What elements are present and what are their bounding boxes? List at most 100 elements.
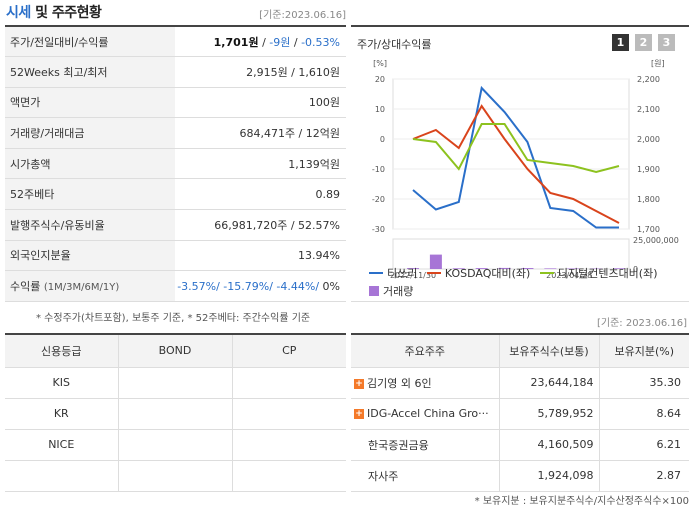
price-note: * 수정주가(차트포함), 보통주 기준, * 52주베타: 주간수익률 기준 [36, 313, 311, 324]
col-header: 신용등급 [5, 334, 119, 368]
legend-label: KOSDAQ대비(좌) [444, 267, 531, 280]
col-header: 보유주식수(보통) [499, 334, 600, 368]
separator: / [258, 35, 270, 49]
credit-rating-table: 신용등급 BOND CP KIS KR NICE [5, 333, 346, 492]
legend-label: 티쓰리 [387, 267, 418, 280]
row-label: 거래량/거래대금 [5, 117, 175, 149]
cp-rating [232, 398, 346, 430]
agency-name: KR [5, 398, 119, 430]
table-header-row: 주요주주 보유주식수(보통) 보유지분(%) [351, 334, 689, 368]
volume-bar [429, 254, 442, 269]
empty-cell [118, 460, 233, 492]
row-value: 1,139억원 [175, 148, 346, 180]
returns-sublabel: (1M/3M/6M/1Y) [43, 282, 120, 294]
holder-shares: 4,160,509 [499, 429, 600, 461]
left-tick-label: -10 [372, 165, 385, 174]
bond-rating [118, 367, 233, 399]
x-tick-label: 2022/11/30 [390, 271, 436, 279]
bond-rating [118, 429, 233, 461]
volume-tick-label: 0 [633, 265, 638, 274]
holders-note: * 보유지분 : 보유지분주식수/지수산정주식수×100 [474, 496, 689, 507]
table-row: 주가/전일대비/수익률 1,701원 / -9원 / -0.53% [5, 26, 346, 58]
bond-rating [118, 398, 233, 430]
holders-basis-date: [기준: 2023.06.16] [596, 318, 687, 329]
left-tick-label: 10 [375, 105, 385, 114]
volume-bar [521, 268, 534, 269]
chart-tab-1[interactable]: 1 [612, 34, 629, 51]
chart-tab-3[interactable]: 3 [658, 34, 675, 51]
section-title: 시세 및 주주현황 [6, 2, 102, 22]
legend-swatch [369, 286, 379, 296]
table-row: NICE [5, 429, 346, 461]
legend-item: 거래량 [369, 283, 413, 299]
volume-bar [498, 267, 511, 269]
row-label: 액면가 [5, 87, 175, 119]
volume-frame [392, 238, 630, 270]
table-row: 외국인지분율 13.94% [5, 240, 346, 272]
row-value: 66,981,720주 / 52.57% [175, 209, 346, 241]
table-row: 한국증권금융 4,160,509 6.21 [351, 429, 689, 461]
col-header: 주요주주 [351, 334, 500, 368]
plot-frame [392, 78, 630, 230]
left-tick-label: 20 [375, 75, 385, 84]
legend-swatch [539, 272, 554, 274]
current-price: 1,701원 [213, 35, 259, 49]
right-unit: [원] [651, 59, 665, 68]
col-header: 보유지분(%) [599, 334, 689, 368]
volume-bar [407, 268, 419, 269]
chart-tab-2[interactable]: 2 [635, 34, 652, 51]
table-row: 발행주식수/유동비율 66,981,720주 / 52.57% [5, 209, 346, 241]
holder-name-cell[interactable]: + 김기영 외 6인 [351, 367, 500, 399]
price-value: 1,701원 / -9원 / -0.53% [175, 26, 346, 58]
cp-rating [232, 429, 346, 461]
row-label: 발행주식수/유동비율 [5, 209, 175, 241]
empty-cell [232, 460, 346, 492]
row-value: 2,915원 / 1,610원 [175, 56, 346, 88]
chart-panel: 주가/상대수익률 1 2 3 [%] [원] 20 2,200 10 2,100 0 2,… [351, 25, 689, 302]
right-tick-label: 2,200 [637, 75, 660, 84]
holder-shares: 23,644,184 [499, 367, 600, 399]
table-row: 액면가 100원 [5, 87, 346, 119]
holder-pct: 2.87 [599, 460, 689, 492]
table-row: + IDG-Accel China Gro··· 5,789,952 8.64 [351, 398, 689, 430]
table-row: 시가총액 1,139억원 [5, 148, 346, 180]
holder-pct: 8.64 [599, 398, 689, 430]
returns-last: 0% [319, 279, 340, 293]
table-row: 거래량/거래대금 684,471주 / 12억원 [5, 117, 346, 149]
legend-swatch [426, 272, 441, 274]
holder-name: 김기영 외 6인 [367, 376, 432, 390]
col-header: CP [232, 334, 346, 368]
series-line [412, 85, 619, 229]
returns-label: 수익률 [10, 280, 41, 294]
col-header: BOND [118, 334, 233, 368]
volume-bar [544, 268, 557, 269]
section-title-accent: 시세 [6, 5, 31, 21]
right-tick-label: 1,800 [637, 195, 660, 204]
table-row: 자사주 1,924,098 2.87 [351, 460, 689, 492]
stock-chart: [%] [원] 20 2,200 10 2,100 0 2,000 -10 1,900 -20 1… [372, 59, 679, 279]
plus-icon[interactable]: + [354, 409, 364, 419]
legend-label: 디지털컨텐츠대비(좌) [557, 267, 658, 280]
row-value: 100원 [175, 87, 346, 119]
holder-name-cell[interactable]: + IDG-Accel China Gro··· [351, 398, 500, 430]
agency-name: NICE [5, 429, 119, 461]
empty-cell [5, 460, 119, 492]
right-tick-label: 2,100 [637, 105, 660, 114]
legend-item: 디지털컨텐츠대비(좌) [539, 265, 658, 281]
row-label: 52Weeks 최고/최저 [5, 56, 175, 88]
chart-tabs: 1 2 3 [612, 34, 675, 51]
row-label: 52주베타 [5, 178, 175, 211]
plus-icon[interactable]: + [354, 378, 364, 389]
table-header-row: 신용등급 BOND CP [5, 334, 346, 368]
cp-rating [232, 367, 346, 399]
x-tick-label: 2023/04/28 [546, 271, 592, 279]
row-value: 0.89 [175, 178, 346, 211]
legend-swatch [369, 272, 383, 274]
row-label: 시가총액 [5, 148, 175, 180]
separator: / [290, 35, 302, 49]
price-change-pct: -0.53% [301, 35, 340, 49]
legend-item: 티쓰리 [369, 265, 417, 281]
chart-title: 주가/상대수익률 [357, 38, 432, 51]
agency-name: KIS [5, 367, 119, 399]
row-label: 주가/전일대비/수익률 [5, 26, 175, 58]
